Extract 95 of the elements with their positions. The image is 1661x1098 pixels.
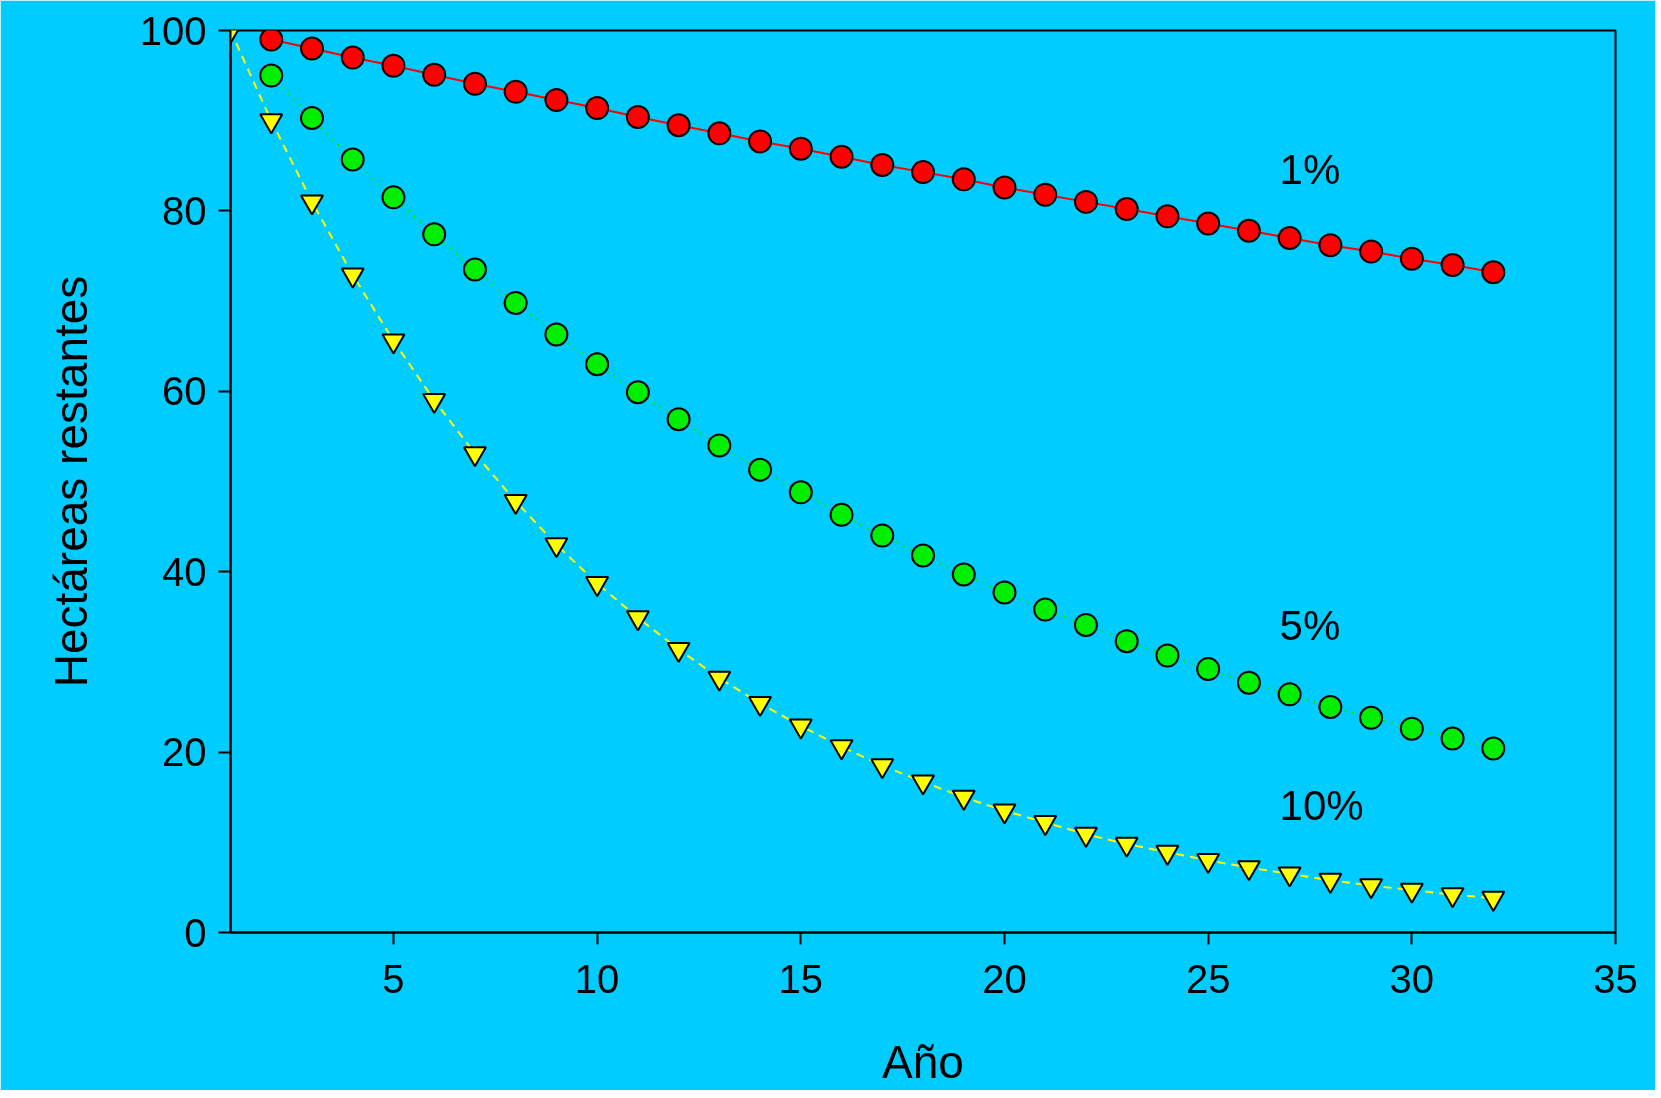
point — [1359, 239, 1384, 264]
point — [1359, 878, 1384, 900]
point — [788, 136, 813, 161]
y-tick-label: 0 — [184, 910, 207, 955]
point — [1399, 882, 1424, 904]
point — [1196, 852, 1221, 875]
point — [585, 352, 610, 377]
y-tick-label: 60 — [162, 369, 207, 414]
y-tick-label: 100 — [139, 8, 207, 53]
point — [1155, 204, 1180, 229]
point — [381, 185, 406, 210]
point — [1481, 890, 1506, 912]
point — [1114, 629, 1139, 654]
point — [625, 105, 650, 130]
point — [462, 71, 487, 96]
point — [259, 63, 284, 88]
x-tick-label: 20 — [982, 956, 1027, 1001]
point — [381, 53, 406, 78]
point — [625, 380, 650, 405]
point — [666, 113, 691, 138]
point — [503, 290, 528, 315]
point — [340, 147, 365, 172]
point — [748, 129, 773, 154]
series-label: 5% — [1279, 602, 1341, 650]
point — [585, 576, 610, 598]
point — [1033, 597, 1058, 622]
point — [585, 96, 610, 121]
point — [829, 144, 854, 169]
point — [707, 433, 732, 458]
point — [625, 610, 650, 632]
point — [1440, 887, 1465, 909]
point — [1196, 657, 1221, 682]
point — [788, 718, 813, 740]
point — [748, 457, 773, 482]
series-label: 1% — [1279, 145, 1341, 193]
point — [544, 322, 569, 347]
point — [829, 739, 854, 761]
x-tick-label: 30 — [1389, 956, 1435, 1001]
x-axis-title: Año — [882, 1035, 964, 1088]
point — [1155, 844, 1180, 866]
point — [544, 537, 569, 559]
point — [1277, 866, 1302, 888]
point — [1073, 189, 1098, 214]
point — [422, 222, 447, 247]
point — [1196, 211, 1221, 236]
y-axis-title: Hectáreas restantes — [44, 275, 97, 688]
point — [299, 36, 324, 61]
point — [340, 45, 365, 70]
point — [422, 62, 447, 87]
point — [951, 562, 976, 587]
point — [911, 160, 935, 185]
x-tick-label: 10 — [574, 956, 620, 1001]
point — [870, 152, 895, 177]
point — [788, 480, 813, 505]
point — [1277, 225, 1302, 250]
y-tick-label: 40 — [162, 549, 207, 594]
point — [829, 502, 854, 527]
series-label: 10% — [1279, 781, 1364, 829]
point — [911, 543, 935, 568]
point — [707, 121, 732, 146]
x-tick-label: 5 — [382, 956, 405, 1001]
point — [1440, 253, 1465, 277]
point — [666, 407, 691, 432]
point — [870, 758, 895, 780]
point — [1033, 182, 1058, 207]
point — [951, 167, 976, 192]
point — [1114, 197, 1139, 222]
point — [503, 493, 528, 516]
point — [911, 774, 935, 796]
point — [1236, 860, 1261, 882]
x-tick-label: 35 — [1593, 956, 1638, 1001]
x-tick-label: 25 — [1185, 956, 1231, 1001]
point — [666, 641, 691, 663]
point — [870, 523, 895, 548]
point — [462, 257, 487, 282]
point — [1318, 872, 1343, 894]
point — [951, 789, 976, 811]
point — [1033, 815, 1058, 837]
point — [992, 175, 1017, 200]
point — [1399, 246, 1424, 271]
point — [1318, 233, 1343, 258]
point — [707, 670, 732, 692]
point — [748, 696, 773, 718]
point — [1073, 826, 1098, 848]
point — [1481, 260, 1506, 285]
point — [992, 580, 1017, 605]
y-tick-label: 20 — [162, 730, 207, 775]
point — [992, 803, 1017, 825]
point — [1236, 218, 1261, 243]
x-tick-label: 15 — [778, 956, 824, 1001]
point — [1114, 836, 1139, 858]
point — [299, 106, 324, 130]
point — [503, 79, 528, 104]
y-tick-label: 80 — [162, 188, 207, 233]
point — [544, 87, 569, 112]
